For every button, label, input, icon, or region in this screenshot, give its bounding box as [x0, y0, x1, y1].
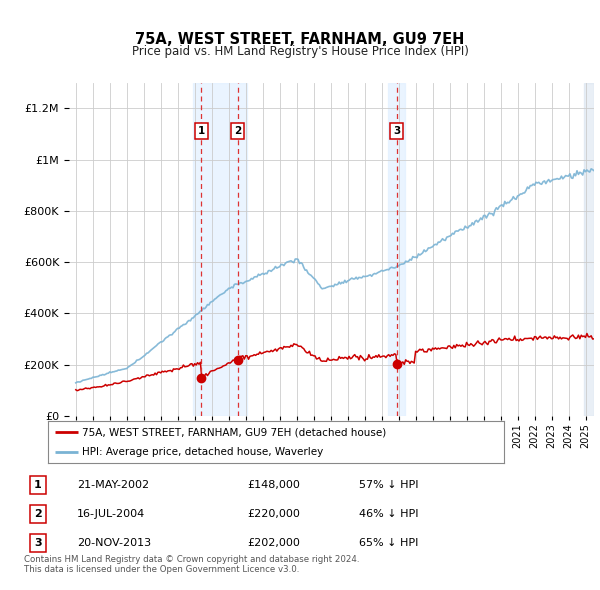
- Text: 2: 2: [234, 126, 242, 136]
- Text: £202,000: £202,000: [247, 538, 300, 548]
- Text: 46% ↓ HPI: 46% ↓ HPI: [359, 509, 418, 519]
- Text: 21-MAY-2002: 21-MAY-2002: [77, 480, 149, 490]
- Text: 75A, WEST STREET, FARNHAM, GU9 7EH: 75A, WEST STREET, FARNHAM, GU9 7EH: [136, 32, 464, 47]
- Bar: [388, 83, 406, 416]
- Text: 57% ↓ HPI: 57% ↓ HPI: [359, 480, 418, 490]
- Text: £220,000: £220,000: [247, 509, 300, 519]
- Text: 2: 2: [34, 509, 42, 519]
- Text: 75A, WEST STREET, FARNHAM, GU9 7EH (detached house): 75A, WEST STREET, FARNHAM, GU9 7EH (deta…: [82, 427, 386, 437]
- Text: Price paid vs. HM Land Registry's House Price Index (HPI): Price paid vs. HM Land Registry's House …: [131, 45, 469, 58]
- Text: This data is licensed under the Open Government Licence v3.0.: This data is licensed under the Open Gov…: [24, 565, 299, 574]
- Text: 1: 1: [34, 480, 42, 490]
- Text: 3: 3: [393, 126, 400, 136]
- Bar: [584, 83, 594, 416]
- Text: 16-JUL-2004: 16-JUL-2004: [77, 509, 145, 519]
- Text: 1: 1: [197, 126, 205, 136]
- Text: HPI: Average price, detached house, Waverley: HPI: Average price, detached house, Wave…: [82, 447, 323, 457]
- Text: Contains HM Land Registry data © Crown copyright and database right 2024.: Contains HM Land Registry data © Crown c…: [24, 555, 359, 564]
- Text: 20-NOV-2013: 20-NOV-2013: [77, 538, 151, 548]
- Bar: [193, 83, 247, 416]
- Text: 65% ↓ HPI: 65% ↓ HPI: [359, 538, 418, 548]
- Text: £148,000: £148,000: [247, 480, 300, 490]
- Text: 3: 3: [34, 538, 42, 548]
